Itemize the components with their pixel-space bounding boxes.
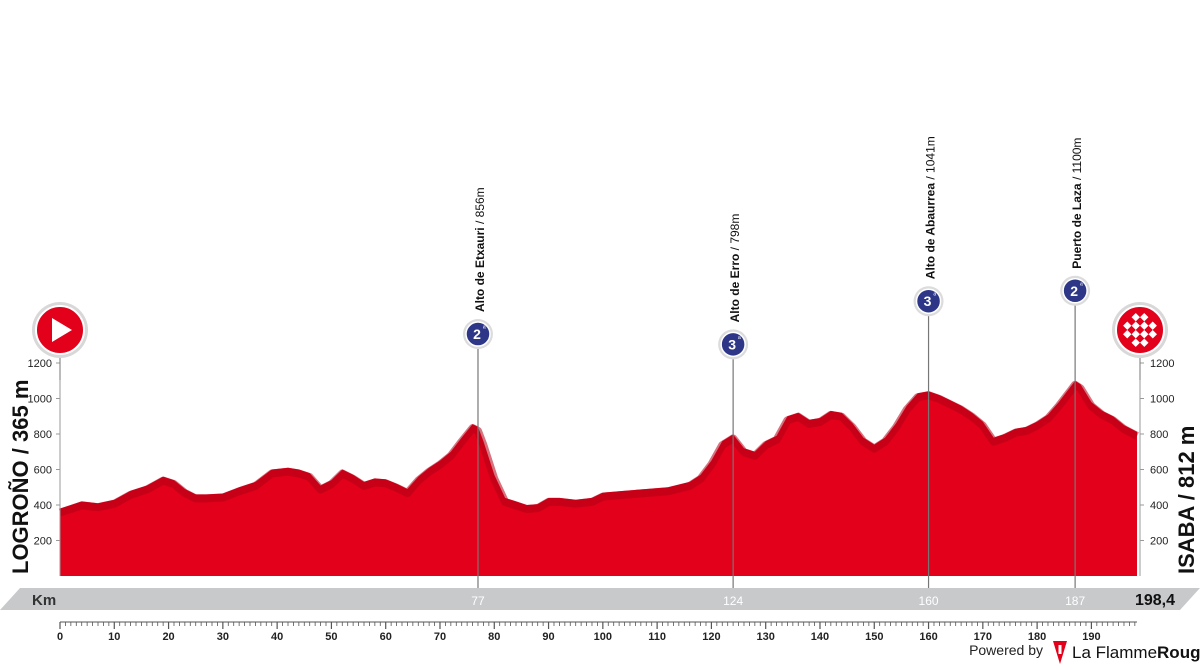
y-tick-label-left: 1000 — [28, 394, 52, 406]
y-axis-right: 200 400 600 800 1000 1200 — [1139, 358, 1174, 576]
category-badge-icon — [720, 331, 746, 358]
climb-category: 3 — [728, 336, 736, 352]
y-tick-label-left: 600 — [34, 465, 52, 477]
climb-altitude: 856m — [473, 187, 487, 217]
profile-ridge — [58, 380, 1139, 517]
climb-sep: / — [473, 217, 487, 227]
elevation-profile — [58, 380, 1139, 576]
x-tick-label: 90 — [542, 631, 554, 643]
x-tick-label: 60 — [380, 631, 392, 643]
climb-name: Puerto de Laza — [1070, 183, 1084, 269]
x-tick-label: 70 — [434, 631, 446, 643]
y-tick-label-right: 600 — [1150, 465, 1168, 477]
climb-altitude: 1041m — [924, 136, 938, 173]
x-tick-label: 100 — [594, 631, 612, 643]
climb-3: 3 ª Alto de Abaurrea / 1041m — [913, 136, 944, 600]
climb-sep: / — [924, 173, 938, 183]
y-tick-label-left: 1200 — [28, 358, 52, 370]
y-tick-label-left: 800 — [34, 429, 52, 441]
climb-category-suffix-icon: ª — [483, 326, 486, 333]
y-tick-label-right: 400 — [1150, 500, 1168, 512]
climb-category: 3 — [924, 293, 932, 309]
category-badge-icon — [1062, 278, 1088, 304]
climb-km-label: 77 — [471, 594, 485, 608]
y-axis-left: 200 400 600 800 1000 1200 — [28, 358, 61, 576]
brand-name: La FlammeRouge — [1072, 643, 1200, 662]
total-distance-label: 198,4 — [1135, 592, 1175, 609]
climb-name: Alto de Abaurrea — [924, 183, 938, 280]
x-tick-label: 130 — [757, 631, 775, 643]
x-tick-label: 140 — [811, 631, 829, 643]
climb-altitude: 798m — [728, 214, 742, 244]
climb-name: Alto de Erro — [728, 254, 742, 323]
x-tick-label: 190 — [1082, 631, 1100, 643]
x-tick-label: 50 — [325, 631, 337, 643]
climb-name: Alto de Etxauri — [473, 227, 487, 312]
climb-label: Alto de Etxauri / 856m — [473, 187, 487, 312]
profile-area — [60, 380, 1137, 576]
climb-category-suffix-icon: ª — [934, 293, 937, 300]
x-tick-label: 0 — [57, 631, 63, 643]
category-badge-icon — [465, 321, 491, 347]
climb-label: Puerto de Laza / 1100m — [1070, 138, 1084, 269]
climb-category-suffix-icon: ª — [738, 336, 741, 343]
footer-branding: Powered by La FlammeRouge — [969, 641, 1200, 664]
powered-by-text: Powered by — [969, 642, 1043, 658]
y-tick-label-right: 200 — [1150, 536, 1168, 548]
x-tick-label: 10 — [108, 631, 120, 643]
climb-label: Alto de Erro / 798m — [728, 214, 742, 323]
start-label: LOGROÑO / 365 m — [8, 380, 33, 574]
x-tick-label: 110 — [648, 631, 666, 643]
y-tick-label-left: 400 — [34, 500, 52, 512]
km-bar: Km 198,4 77 124 160 187 — [0, 588, 1200, 610]
climb-km-label: 187 — [1065, 594, 1085, 608]
flamme-rouge-logo-icon — [1053, 641, 1067, 664]
climb-km-label: 124 — [723, 594, 743, 608]
climb-category: 2 — [1070, 283, 1078, 299]
y-tick-label-right: 1200 — [1150, 358, 1174, 370]
climb-km-label: 160 — [919, 594, 939, 608]
x-axis-km: 0 10 20 30 40 50 60 70 80 90 100 110 120 130 140 150 160… — [57, 621, 1137, 643]
climb-category: 2 — [473, 326, 481, 342]
climb-2: 3 ª Alto de Erro / 798m — [718, 214, 749, 600]
climb-4: 2 ª Puerto de Laza / 1100m — [1060, 138, 1091, 600]
x-tick-label: 120 — [702, 631, 720, 643]
x-tick-label: 20 — [162, 631, 174, 643]
start-flag-icon — [32, 302, 88, 358]
checker-cell — [1144, 334, 1153, 343]
climb-altitude: 1100m — [1070, 138, 1084, 174]
x-tick-label: 180 — [1028, 631, 1046, 643]
x-tick-label: 80 — [488, 631, 500, 643]
x-tick-label: 170 — [974, 631, 992, 643]
brand-name-suffix: Rouge — [1157, 643, 1200, 662]
climb-sep: / — [1070, 173, 1084, 183]
y-tick-label-right: 800 — [1150, 429, 1168, 441]
x-tick-label: 150 — [865, 631, 883, 643]
category-badge-icon — [915, 288, 942, 314]
km-unit-label: Km — [32, 592, 56, 609]
climb-category-suffix-icon: ª — [1080, 283, 1083, 290]
x-tick-label: 30 — [217, 631, 229, 643]
x-tick-label: 40 — [271, 631, 283, 643]
y-tick-label-left: 200 — [34, 536, 52, 548]
climb-1: 2 ª Alto de Etxauri / 856m — [462, 187, 493, 600]
x-tick-label: 160 — [919, 631, 937, 643]
climb-sep: / — [728, 244, 742, 254]
finish-flag-icon — [1112, 302, 1168, 358]
climb-label: Alto de Abaurrea / 1041m — [924, 136, 938, 279]
brand-name-prefix: La Flamme — [1072, 643, 1157, 662]
finish-label: ISABA / 812 m — [1174, 426, 1199, 574]
y-tick-label-right: 1000 — [1150, 394, 1174, 406]
